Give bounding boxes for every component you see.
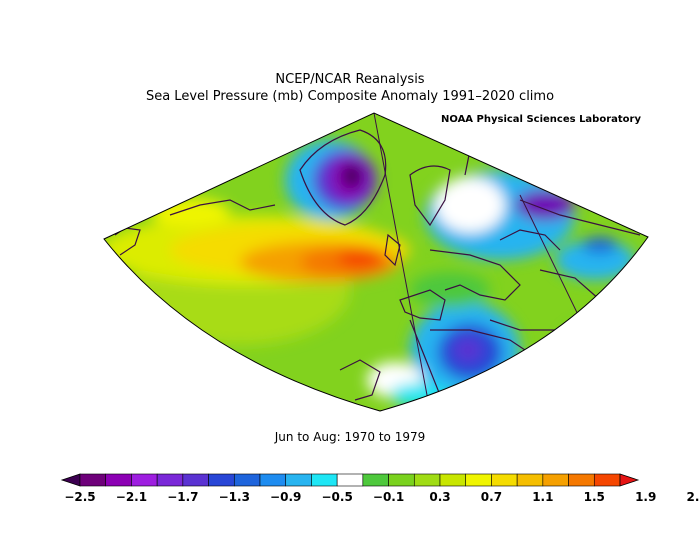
colorbar-tick-label: −0.5 — [321, 490, 353, 504]
colorbar-swatch — [388, 473, 415, 487]
colorbar-swatch — [593, 473, 621, 487]
colorbar-swatch — [413, 473, 441, 487]
colorbar-swatch — [79, 473, 107, 487]
map-title: NCEP/NCAR Reanalysis — [275, 72, 425, 87]
colorbar-arrow-high — [619, 473, 640, 487]
colorbar-swatch — [336, 473, 364, 487]
anomaly-field — [104, 113, 648, 411]
time-period-label: Jun to Aug: 1970 to 1979 — [274, 430, 426, 444]
colorbar-swatch — [516, 473, 544, 487]
colorbar-tick-label: 1.5 — [583, 490, 605, 504]
colorbar-tick-label: −1.3 — [218, 490, 250, 504]
colorbar-tick-label: −2.5 — [64, 490, 96, 504]
colorbar-swatch — [156, 473, 184, 487]
colorbar-swatch — [439, 473, 467, 487]
colorbar-swatch — [131, 473, 158, 487]
colorbar-tick-label: −0.9 — [270, 490, 302, 504]
colorbar-swatch — [182, 473, 209, 487]
colorbar-tick-label: 1.1 — [532, 490, 554, 504]
colorbar-swatch — [491, 473, 518, 487]
map-subtitle: Sea Level Pressure (mb) Composite Anomal… — [145, 89, 555, 104]
colorbar-tick-label: 0.7 — [480, 490, 503, 504]
colorbar-swatch — [465, 473, 492, 487]
colorbar-tick-label: 1.9 — [635, 490, 657, 504]
colorbar-tick-label: −2.1 — [115, 490, 148, 504]
colorbar-swatch — [259, 473, 287, 487]
colorbar-arrow-low — [60, 473, 81, 487]
colorbar-swatch — [568, 473, 595, 487]
colorbar-swatch — [105, 473, 132, 487]
colorbar-tick-label: −0.1 — [372, 490, 405, 504]
colorbar — [60, 473, 640, 487]
colorbar-swatch — [233, 473, 261, 487]
colorbar-tick-label: 0.3 — [429, 490, 451, 504]
credit-label: NOAA Physical Sciences Laboratory — [440, 114, 641, 125]
colorbar-swatch — [311, 473, 338, 487]
colorbar-swatch — [542, 473, 569, 487]
colorbar-swatch — [285, 473, 312, 487]
colorbar-tick-label: −1.7 — [167, 490, 199, 504]
map-border — [103, 112, 649, 412]
colorbar-swatch — [208, 473, 235, 487]
colorbar-swatch — [362, 473, 389, 487]
colorbar-tick-label: 2.3 — [686, 490, 700, 504]
